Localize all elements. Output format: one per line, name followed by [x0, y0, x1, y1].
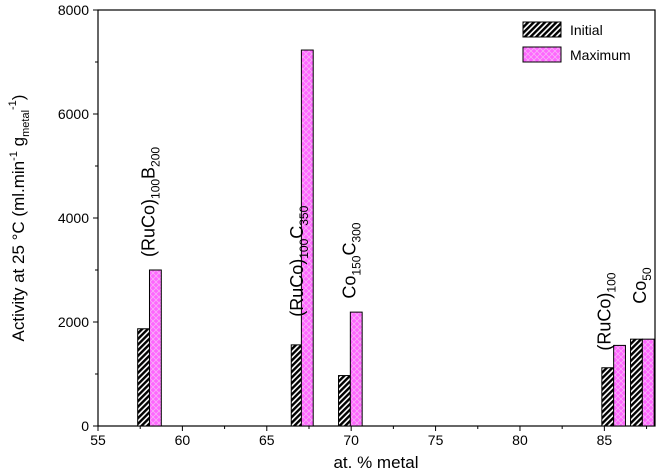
plot-area [97, 9, 656, 427]
y-tick-label: 0 [81, 418, 89, 434]
x-tick-label: 75 [428, 432, 444, 448]
legend-label-maximum: Maximum [570, 47, 631, 63]
bar-maximum [641, 338, 655, 427]
bar-initial [630, 338, 643, 427]
x-tick-label: 80 [512, 432, 528, 448]
y-tick-label: 6000 [58, 106, 89, 122]
bar-annotations: (RuCo)100B200 (RuCo)100C350 Co150C300 (RuCo… [139, 147, 654, 351]
bar-annotation: (RuCo)100 [594, 272, 618, 350]
y-tick-label: 8000 [58, 2, 89, 18]
x-tick-label: 55 [90, 432, 106, 448]
bar-series [137, 49, 655, 427]
bar-maximum [148, 269, 162, 427]
x-tick-label: 70 [343, 432, 359, 448]
legend: Initial Maximum [522, 21, 631, 63]
y-axis: 0 2000 4000 6000 8000 [58, 2, 98, 434]
bar-initial [601, 367, 615, 427]
y-tick-label: 2000 [58, 314, 89, 330]
legend-label-initial: Initial [570, 22, 603, 38]
plot-frame [97, 9, 656, 427]
x-tick-label: 65 [259, 432, 275, 448]
bar-maximum [300, 49, 314, 427]
x-axis-title: at. % metal [333, 453, 418, 472]
bar-maximum [349, 311, 363, 427]
bar-annotation: Co50 [630, 267, 654, 304]
bar-annotation: Co150C300 [339, 222, 363, 298]
legend-swatch-initial [522, 21, 562, 38]
bar-maximum [613, 344, 626, 427]
x-tick-label: 60 [175, 432, 191, 448]
y-axis-title: Activity at 25 °C (ml.min-1 gmetal-1) [7, 95, 32, 342]
legend-swatch-maximum [522, 46, 562, 63]
y-tick-label: 4000 [58, 210, 89, 226]
bar-annotation: (RuCo)100B200 [139, 147, 163, 257]
bar-annotation: (RuCo)100C350 [287, 205, 311, 316]
bar-initial [338, 375, 351, 427]
x-axis: 55 60 65 70 75 80 85 [90, 426, 648, 448]
bar-initial [137, 328, 150, 427]
x-tick-label: 85 [597, 432, 613, 448]
